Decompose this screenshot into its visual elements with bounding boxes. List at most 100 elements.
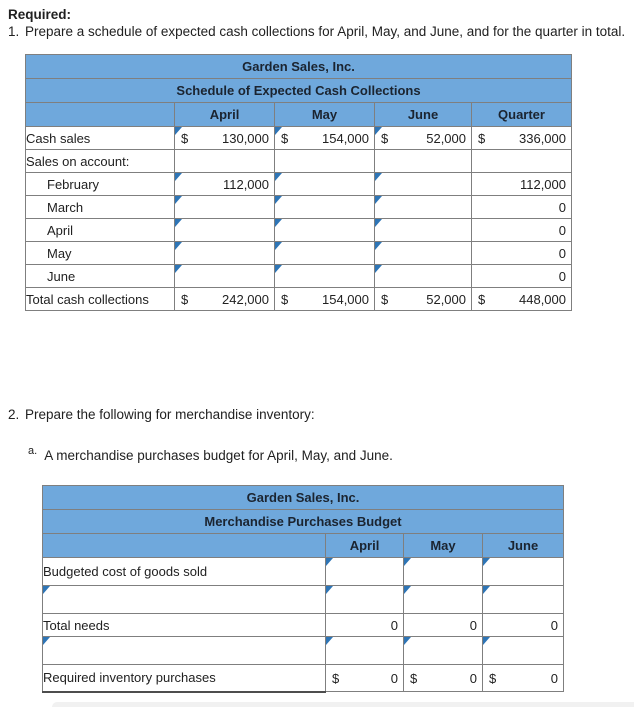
input-cell[interactable] xyxy=(325,585,404,614)
requirement-2-number: 2. xyxy=(8,407,20,422)
row-label: Total cash collections xyxy=(25,287,175,311)
currency-symbol: $ xyxy=(332,670,340,686)
row-label: Sales on account: xyxy=(25,149,175,173)
row-label: Budgeted cost of goods sold xyxy=(42,557,326,586)
input-cell[interactable] xyxy=(174,218,275,242)
requirement-2a: a. A merchandise purchases budget for Ap… xyxy=(28,445,626,463)
input-cell[interactable] xyxy=(325,636,404,665)
total-cell: $242,000 xyxy=(174,287,275,311)
requirement-1: 1. Prepare a schedule of expected cash c… xyxy=(8,23,626,41)
cell-value: 0 xyxy=(390,670,398,686)
column-header-may: May xyxy=(274,102,375,127)
empty-cell xyxy=(174,149,275,173)
column-header-may: May xyxy=(403,533,483,558)
input-cell[interactable] xyxy=(274,241,375,265)
table-row: Total cash collections $242,000 $154,000 $5… xyxy=(25,287,572,311)
table1-title: Garden Sales, Inc. xyxy=(25,54,572,79)
input-cell[interactable] xyxy=(403,557,483,586)
input-cell[interactable] xyxy=(482,636,564,665)
row-label: Cash sales xyxy=(25,126,175,150)
cell-value: 154,000 xyxy=(322,130,369,146)
input-cell[interactable]: $154,000 xyxy=(274,126,375,150)
cell-value: 154,000 xyxy=(322,291,369,307)
column-header-june: June xyxy=(374,102,472,127)
merchandise-purchases-table: Garden Sales, Inc. Merchandise Purchases… xyxy=(42,485,564,693)
input-cell[interactable]: $130,000 xyxy=(174,126,275,150)
row-label: Total needs xyxy=(42,613,326,637)
calc-cell: 0 xyxy=(403,613,483,637)
input-cell[interactable] xyxy=(274,172,375,196)
input-cell[interactable] xyxy=(174,241,275,265)
cell-value: 0 xyxy=(390,617,398,633)
input-cell[interactable] xyxy=(274,218,375,242)
requirement-1-number: 1. xyxy=(8,24,20,39)
cell-value: 0 xyxy=(469,617,477,633)
table-row: March 0 xyxy=(25,195,572,219)
cell-value: 0 xyxy=(469,670,477,686)
calc-cell: $336,000 xyxy=(471,126,572,150)
cell-value: 112,000 xyxy=(519,176,566,192)
column-header-quarter: Quarter xyxy=(471,102,572,127)
empty-cell xyxy=(374,149,472,173)
row-label: April xyxy=(25,218,175,242)
input-cell[interactable] xyxy=(325,557,404,586)
cell-value: 52,000 xyxy=(426,130,466,146)
input-cell[interactable] xyxy=(403,585,483,614)
input-cell[interactable] xyxy=(374,218,472,242)
table-row xyxy=(42,636,564,665)
table-subtitle-row: Schedule of Expected Cash Collections xyxy=(25,78,572,103)
label-input-cell[interactable] xyxy=(42,585,326,614)
input-cell[interactable] xyxy=(403,636,483,665)
table-title-row: Garden Sales, Inc. xyxy=(25,54,572,79)
table-row: Required inventory purchases $0 $0 $0 xyxy=(42,664,564,693)
total-cell: $52,000 xyxy=(374,287,472,311)
table-row: June 0 xyxy=(25,264,572,288)
table1-body: Cash sales $130,000 $154,000 $52,000 $336,00… xyxy=(25,126,572,311)
cell-value: 0 xyxy=(558,222,566,238)
column-header-row: April May June Quarter xyxy=(25,102,572,127)
cell-value: 0 xyxy=(558,268,566,284)
calc-cell: 0 xyxy=(471,195,572,219)
input-cell[interactable]: $52,000 xyxy=(374,126,472,150)
calc-cell: 112,000 xyxy=(471,172,572,196)
input-cell[interactable] xyxy=(274,195,375,219)
column-header-april: April xyxy=(174,102,275,127)
currency-symbol: $ xyxy=(281,130,289,146)
cell-value: 336,000 xyxy=(519,130,566,146)
table-row: May 0 xyxy=(25,241,572,265)
table2-title: Garden Sales, Inc. xyxy=(42,485,564,510)
label-input-cell[interactable] xyxy=(42,636,326,665)
corner-cell xyxy=(25,102,175,127)
input-cell[interactable] xyxy=(174,264,275,288)
table-row: Sales on account: xyxy=(25,149,572,173)
row-label: March xyxy=(25,195,175,219)
calc-cell: 0 xyxy=(471,218,572,242)
row-label: June xyxy=(25,264,175,288)
input-cell[interactable] xyxy=(482,585,564,614)
requirement-2-text: Prepare the following for merchandise in… xyxy=(25,407,315,422)
cell-value: 0 xyxy=(558,245,566,261)
input-cell[interactable] xyxy=(374,195,472,219)
currency-symbol: $ xyxy=(489,670,497,686)
requirement-2a-text: A merchandise purchases budget for April… xyxy=(44,448,393,463)
table-row: Budgeted cost of goods sold xyxy=(42,557,564,586)
total-cell: $448,000 xyxy=(471,287,572,311)
currency-symbol: $ xyxy=(381,291,389,307)
input-cell[interactable] xyxy=(374,241,472,265)
input-cell[interactable] xyxy=(374,264,472,288)
input-cell[interactable] xyxy=(374,172,472,196)
input-cell[interactable] xyxy=(274,264,375,288)
currency-symbol: $ xyxy=(410,670,418,686)
total-cell: $0 xyxy=(482,664,564,692)
row-label: February xyxy=(25,172,175,196)
input-cell[interactable]: 112,000 xyxy=(174,172,275,196)
corner-cell xyxy=(42,533,326,558)
required-heading: Required: xyxy=(8,7,72,22)
cell-value: 448,000 xyxy=(519,291,566,307)
currency-symbol: $ xyxy=(181,291,189,307)
cell-value: 112,000 xyxy=(222,176,269,192)
total-cell: $0 xyxy=(403,664,483,692)
input-cell[interactable] xyxy=(482,557,564,586)
input-cell[interactable] xyxy=(174,195,275,219)
